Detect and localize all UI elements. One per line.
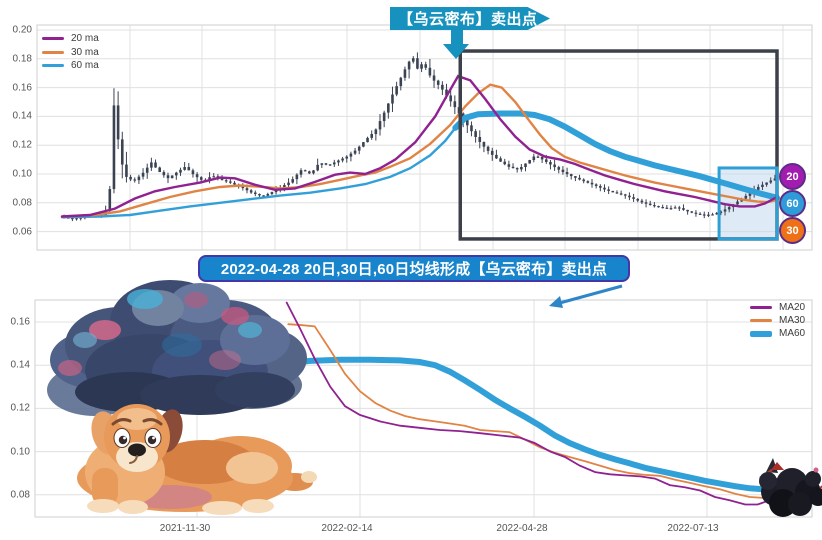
y-tick-label: 0.16 xyxy=(10,316,30,328)
y-tick-label: 0.12 xyxy=(12,139,32,151)
legend-label: 60 ma xyxy=(71,60,99,71)
legend-label: MA60 xyxy=(779,328,806,339)
y-tick-label: 0.18 xyxy=(12,53,32,65)
sell-point-callout-text: 【乌云密布】卖出点 xyxy=(398,11,538,28)
y-tick-label: 0.10 xyxy=(10,446,30,458)
bottom-ma-lines xyxy=(275,301,783,506)
banner-diagonal-arrow-icon xyxy=(549,284,623,308)
legend-label: MA20 xyxy=(779,302,806,313)
ma30-line xyxy=(60,83,779,218)
storm-cloud-illustration xyxy=(47,280,307,416)
y-tick-label: 0.08 xyxy=(10,489,30,501)
ma20-line xyxy=(60,74,779,218)
blue-highlight-box xyxy=(717,166,779,241)
legend-item: 20 ma xyxy=(42,33,99,44)
legend-item: 60 ma xyxy=(42,60,99,71)
ma30-badge: 30 xyxy=(779,217,806,244)
y-tick-label: 0.12 xyxy=(10,402,30,414)
y-tick-label: 0.08 xyxy=(12,197,32,209)
black-highlight-box xyxy=(458,49,779,241)
date-annotation-banner: 2022-04-28 20日,30日,60日均线形成【乌云密布】卖出点 xyxy=(198,255,630,282)
x-tick-label: 2022-07-13 xyxy=(667,523,719,534)
dog-illustration xyxy=(77,404,317,515)
banner-down-arrow-icon xyxy=(443,28,469,59)
ma20-line-bottom xyxy=(285,301,783,506)
20ma-legend-swatch xyxy=(42,37,64,40)
legend-label: 30 ma xyxy=(71,46,99,58)
ma20-badge: 20 xyxy=(779,163,806,190)
top-ma-lines xyxy=(60,74,780,219)
y-tick-label: 0.14 xyxy=(12,110,32,122)
y-tick-label: 0.20 xyxy=(12,24,32,36)
legend-item: MA30 xyxy=(750,315,805,326)
30ma-legend-swatch xyxy=(42,50,64,54)
legend-item: MA20 xyxy=(750,302,805,313)
ma30-line-bottom xyxy=(287,323,781,499)
legend-label: MA30 xyxy=(779,315,806,326)
y-tick-label: 0.10 xyxy=(12,168,32,180)
x-tick-label: 2022-04-28 xyxy=(496,523,548,534)
ma60-line-thick xyxy=(452,110,780,201)
x-tick-label: 2021-11-30 xyxy=(159,523,211,534)
ma60-badge: 60 xyxy=(779,190,806,217)
sell-point-callout-banner: 【乌云密布】卖出点 xyxy=(390,7,550,30)
ma20-legend-swatch xyxy=(750,306,772,309)
legend-label: 20 ma xyxy=(71,33,99,44)
60ma-legend-swatch xyxy=(42,64,64,67)
y-tick-label: 0.16 xyxy=(12,82,32,94)
x-tick-label: 2022-02-14 xyxy=(321,523,373,534)
y-tick-label: 0.06 xyxy=(12,226,32,238)
ma60-line-bottom xyxy=(275,356,781,494)
legend-item: MA60 xyxy=(750,328,805,339)
ma60-legend-swatch xyxy=(750,330,772,337)
black-cloud-illustration xyxy=(759,458,822,517)
legend-item: 30 ma xyxy=(42,47,99,58)
ma30-legend-swatch xyxy=(750,319,772,322)
y-tick-label: 0.14 xyxy=(10,359,30,371)
date-annotation-text: 2022-04-28 20日,30日,60日均线形成【乌云密布】卖出点 xyxy=(220,261,608,278)
